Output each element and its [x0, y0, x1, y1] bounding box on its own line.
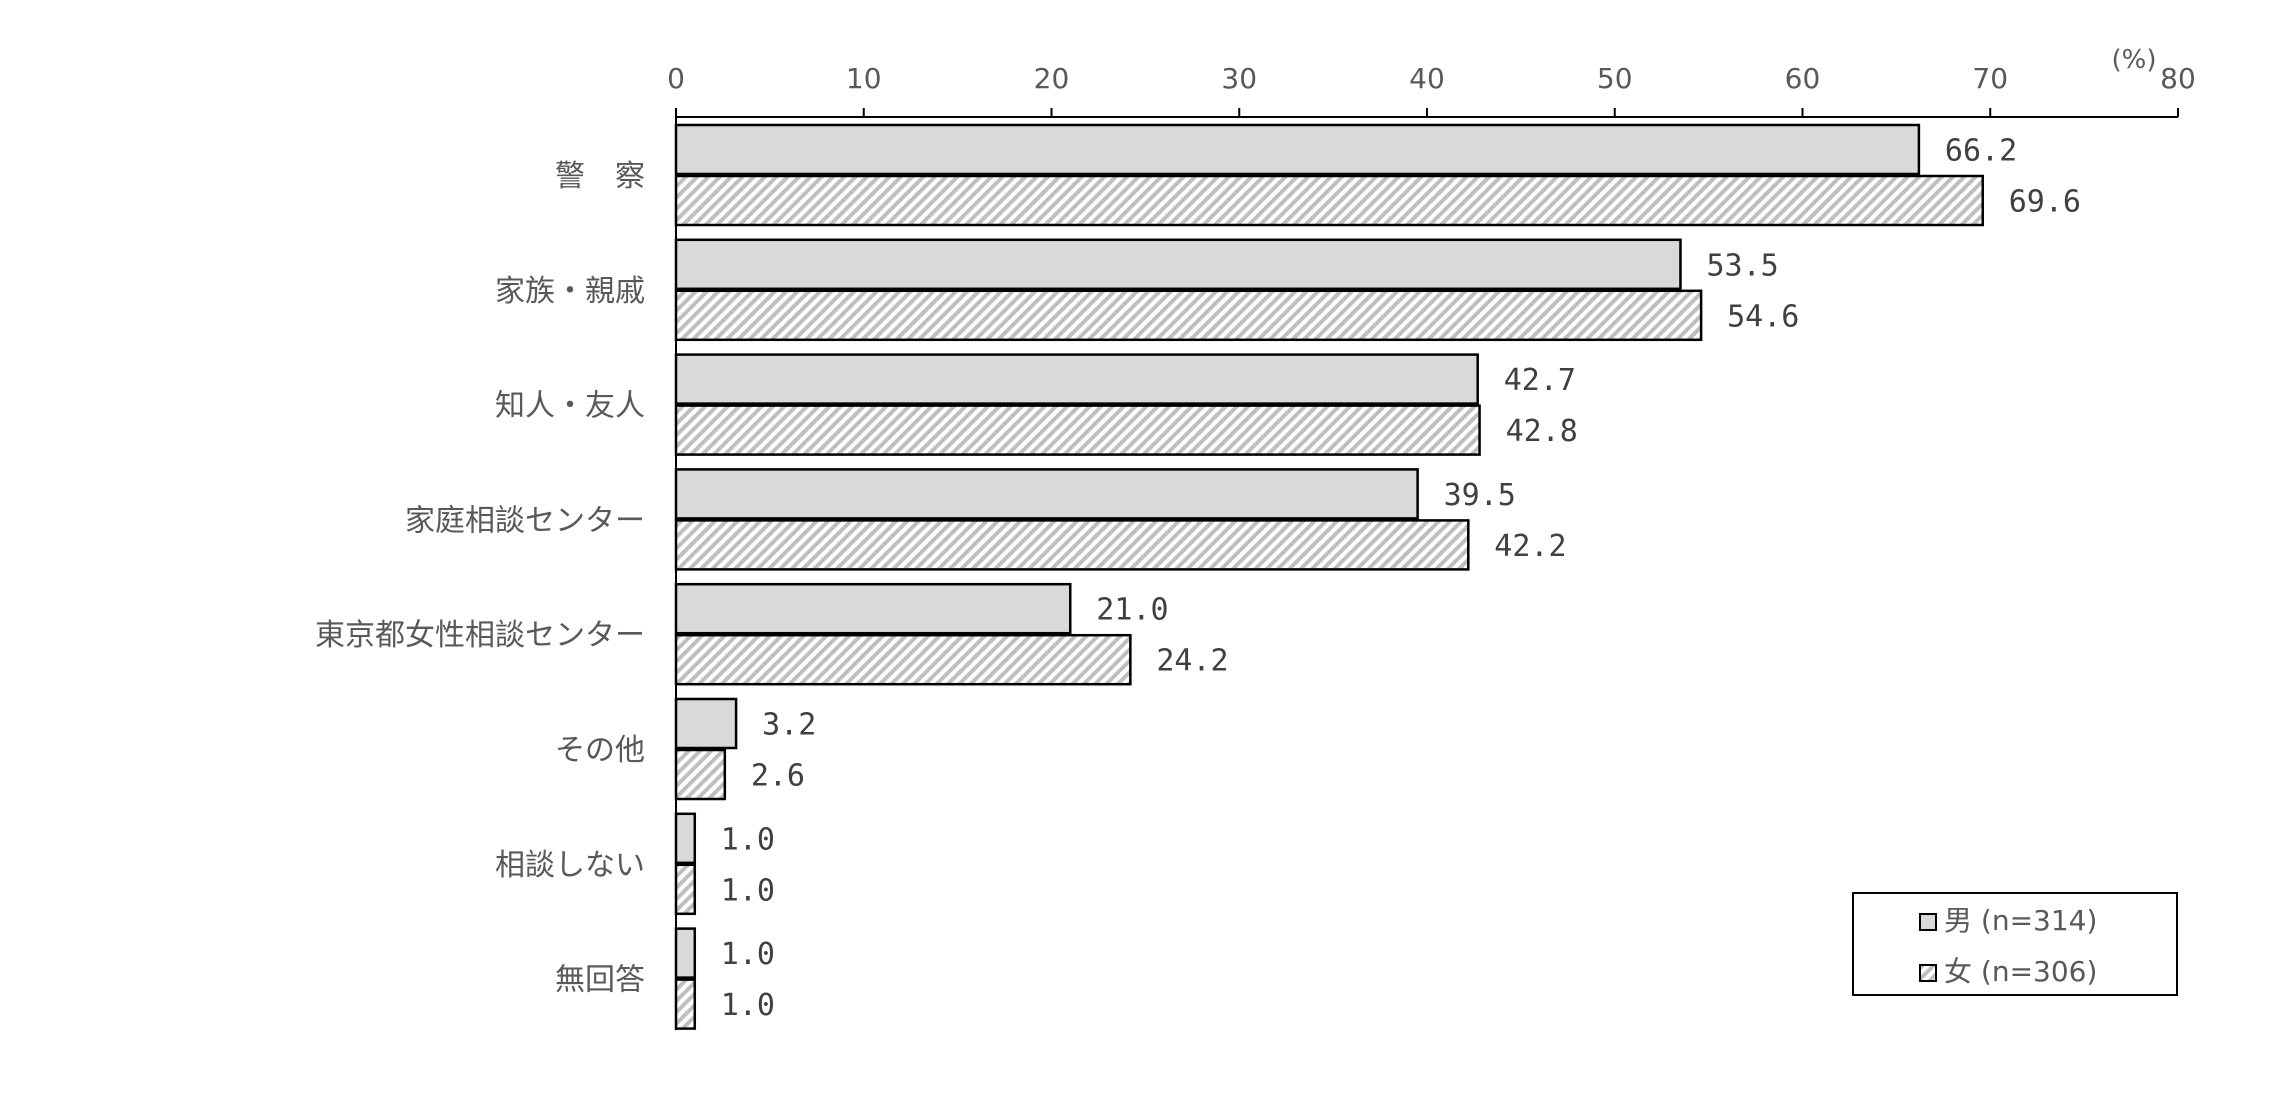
data-label: 66.2 — [1945, 134, 2017, 169]
x-tick-label: 20 — [1034, 62, 1070, 95]
bar-male — [674, 238, 1682, 291]
category-label: 東京都女性相談センター — [315, 618, 645, 653]
data-label: 1.0 — [721, 988, 775, 1023]
bar-female — [674, 519, 1470, 571]
category-label: 家族・親戚 — [495, 274, 645, 309]
bar-male — [674, 812, 697, 865]
data-label: 1.0 — [721, 822, 775, 857]
legend-entry: 女 (n=306) — [1944, 955, 2097, 988]
bar-male — [674, 582, 1072, 635]
data-label: 2.6 — [751, 759, 805, 794]
data-label: 69.6 — [2009, 185, 2081, 220]
x-tick-label: 0 — [667, 62, 685, 95]
data-label: 21.0 — [1096, 593, 1168, 628]
data-label: 53.5 — [1706, 248, 1778, 283]
x-tick-label: 30 — [1221, 62, 1257, 95]
category-label: 家庭相談センター — [405, 503, 645, 538]
bar-female — [674, 174, 1984, 227]
bar-female — [674, 633, 1132, 686]
category-label: 無回答 — [555, 963, 645, 998]
data-label: 54.6 — [1727, 299, 1799, 334]
bar-male — [674, 353, 1479, 405]
legend: 男 (n=314) 女 (n=306) — [1852, 892, 2178, 996]
x-tick-label: 70 — [1972, 62, 2008, 95]
data-label: 42.8 — [1506, 414, 1578, 449]
data-label: 42.2 — [1494, 529, 1566, 564]
legend-box — [1852, 892, 2178, 996]
bar-male — [674, 697, 738, 750]
bar-male — [674, 927, 697, 979]
bar-female — [674, 289, 1703, 342]
plot-area: 警 察 66.2 69.6 家族・親戚 53.5 54.6 知人・友人 42.7 42.8 家庭相… — [315, 123, 2081, 1030]
bar-female — [674, 863, 697, 916]
x-tick-label: 40 — [1409, 62, 1445, 95]
bar-female — [674, 978, 697, 1030]
legend-entry: 男 (n=314) — [1944, 904, 2097, 937]
bar-female — [674, 748, 727, 801]
category-label: 警 察 — [555, 159, 645, 194]
unit-label: (%) — [2112, 45, 2157, 75]
x-tick-label: 80 — [2160, 62, 2196, 95]
legend-swatch — [1919, 913, 1937, 931]
data-label: 39.5 — [1444, 478, 1516, 513]
data-label: 1.0 — [721, 937, 775, 972]
x-tick-label: 10 — [846, 62, 882, 95]
x-tick-label: 50 — [1597, 62, 1633, 95]
legend-swatch — [1919, 964, 1937, 982]
category-label: 相談しない — [495, 848, 645, 883]
bar-female — [674, 404, 1481, 456]
data-label: 3.2 — [762, 708, 816, 743]
category-label: 知人・友人 — [495, 389, 645, 424]
data-label: 24.2 — [1156, 644, 1228, 679]
bar-male — [674, 123, 1921, 176]
data-label: 1.0 — [721, 873, 775, 908]
data-label: 42.7 — [1504, 363, 1576, 398]
x-tick-label: 60 — [1785, 62, 1821, 95]
category-label: その他 — [555, 733, 645, 768]
bar-male — [674, 468, 1419, 520]
